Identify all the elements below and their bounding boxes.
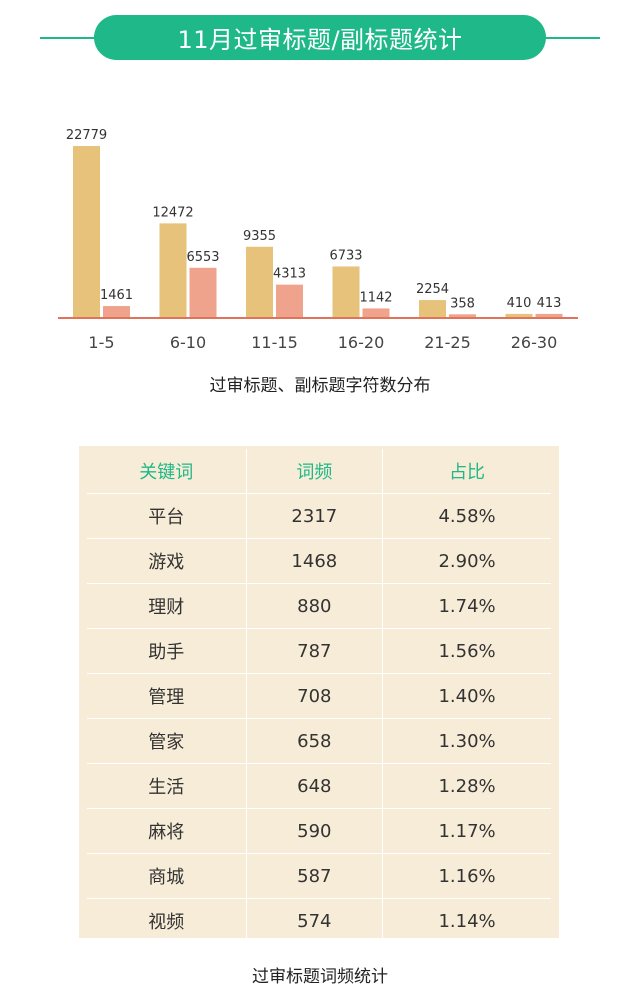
share-cell: 4.58% [382,493,551,539]
bar-series-1 [419,300,446,317]
header-line-left [40,37,120,39]
header-frequency: 词频 [245,449,383,494]
data-label: 1461 [100,288,133,303]
frequency-cell: 1468 [245,538,383,584]
keyword-table-panel: 关键词 词频 占比 平台 2317 4.58% 游戏 1468 2.90% 理财… [79,446,559,943]
header-line-right [520,37,600,39]
table-row: 理财 880 1.74% [87,583,551,629]
x-tick-label: 6-10 [170,333,206,352]
share-cell: 1.56% [382,628,551,674]
bar-series-2 [449,314,476,317]
x-tick-label: 1-5 [88,333,114,352]
header-keyword: 关键词 [87,449,247,494]
frequency-cell: 648 [245,763,383,809]
keyword-cell: 管家 [87,718,247,764]
share-cell: 1.40% [382,673,551,719]
table-row: 生活 648 1.28% [87,763,551,809]
keyword-cell: 理财 [87,583,247,629]
keyword-cell: 平台 [87,493,247,539]
table-row: 平台 2317 4.58% [87,493,551,539]
data-label: 6733 [329,248,362,263]
bar-series-1 [505,313,533,317]
x-tick-label: 16-20 [338,333,385,352]
table-row: 管家 658 1.30% [87,718,551,764]
keyword-cell: 商城 [87,853,247,899]
bar-series-2 [103,306,130,317]
keyword-cell: 视频 [148,912,185,933]
bar-series-2 [362,308,390,317]
table-row: 麻将 590 1.17% [87,808,551,854]
x-tick-label: 26-30 [511,333,558,352]
table-header-row: 关键词 词频 占比 [87,449,551,494]
frequency-cell: 2317 [245,493,383,539]
table-row: 视频 574 1.14% [87,898,551,943]
data-label: 4313 [273,267,306,282]
bar-series-1 [73,146,100,317]
x-tick-label: 11-15 [251,333,298,352]
data-label: 2254 [416,282,449,297]
page-title: 11月过审标题/副标题统计 [94,15,546,60]
frequency-cell: 574 [245,898,383,943]
keyword-cell: 助手 [87,628,247,674]
header-share: 占比 [382,449,551,494]
share-cell: 1.74% [382,583,551,629]
share-cell: 2.90% [382,538,551,584]
frequency-cell: 587 [245,853,383,899]
data-label: 410 [507,296,532,311]
share-cell: 1.30% [382,718,551,764]
bar-series-1 [159,223,187,317]
table-row: 管理 708 1.40% [87,673,551,719]
share-cell: 1.28% [382,763,551,809]
keyword-cell: 麻将 [87,808,247,854]
share-cell: 1.17% [382,808,551,854]
bar-series-2 [535,313,563,317]
frequency-cell: 708 [245,673,383,719]
data-label: 413 [537,296,562,311]
bar-series-1 [246,246,273,317]
keyword-cell: 游戏 [87,538,247,584]
data-label: 9355 [243,229,276,244]
data-label: 22779 [66,128,107,143]
chart-caption: 过审标题、副标题字符数分布 [209,376,431,396]
frequency-cell: 590 [245,808,383,854]
frequency-cell: 658 [245,718,383,764]
x-tick-label: 21-25 [424,333,471,352]
bar-series-2 [189,267,217,317]
share-cell: 1.16% [382,853,551,899]
frequency-cell: 787 [245,628,383,674]
frequency-cell: 880 [245,583,383,629]
share-cell: 1.14% [382,898,551,943]
data-label: 358 [450,296,475,311]
keyword-cell: 管理 [87,673,247,719]
table-caption: 过审标题词频统计 [252,967,388,987]
bar-series-1 [332,266,360,317]
keyword-cell: 生活 [87,763,247,809]
bar-chart: 22779 1461 1-5 12472 6553 6-10 9355 4313 11-15 67… [58,128,578,352]
bar-series-2 [276,284,303,317]
table-row: 商城 587 1.16% [87,853,551,899]
table-row: 游戏 1468 2.90% [87,538,551,584]
data-label: 6553 [186,250,219,265]
data-label: 1142 [359,290,392,305]
keyword-table: 关键词 词频 占比 平台 2317 4.58% 游戏 1468 2.90% 理财… [87,449,551,943]
table-row: 助手 787 1.56% [87,628,551,674]
data-label: 12472 [152,205,193,220]
